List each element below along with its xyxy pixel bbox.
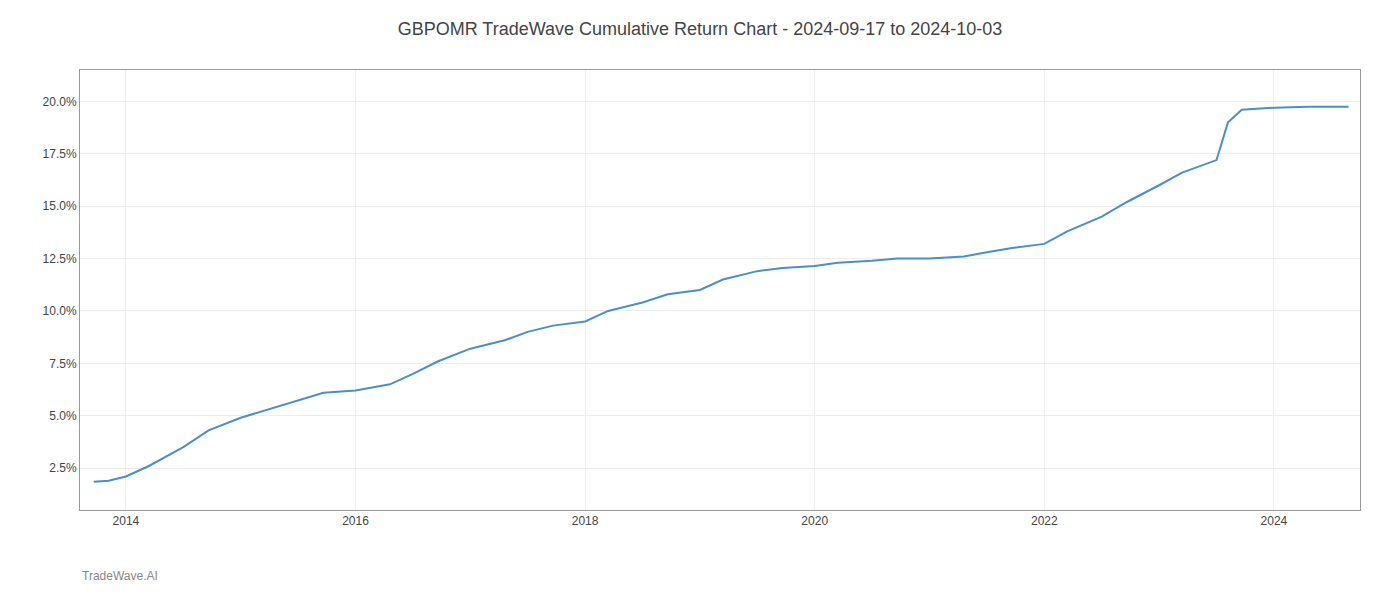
svg-text:15.0%: 15.0%: [43, 199, 77, 213]
svg-text:5.0%: 5.0%: [49, 409, 77, 423]
svg-text:10.0%: 10.0%: [43, 304, 77, 318]
svg-text:2024: 2024: [1261, 514, 1288, 528]
svg-text:17.5%: 17.5%: [43, 147, 77, 161]
svg-text:2016: 2016: [342, 514, 369, 528]
svg-text:2022: 2022: [1031, 514, 1058, 528]
svg-text:20.0%: 20.0%: [43, 95, 77, 109]
svg-text:2018: 2018: [572, 514, 599, 528]
svg-text:7.5%: 7.5%: [49, 357, 77, 371]
svg-text:2.5%: 2.5%: [49, 461, 77, 475]
svg-text:2014: 2014: [113, 514, 140, 528]
svg-text:TradeWave.AI: TradeWave.AI: [82, 569, 158, 583]
svg-text:GBPOMR TradeWave Cumulative Re: GBPOMR TradeWave Cumulative Return Chart…: [398, 19, 1003, 39]
svg-text:12.5%: 12.5%: [43, 252, 77, 266]
svg-text:2020: 2020: [801, 514, 828, 528]
